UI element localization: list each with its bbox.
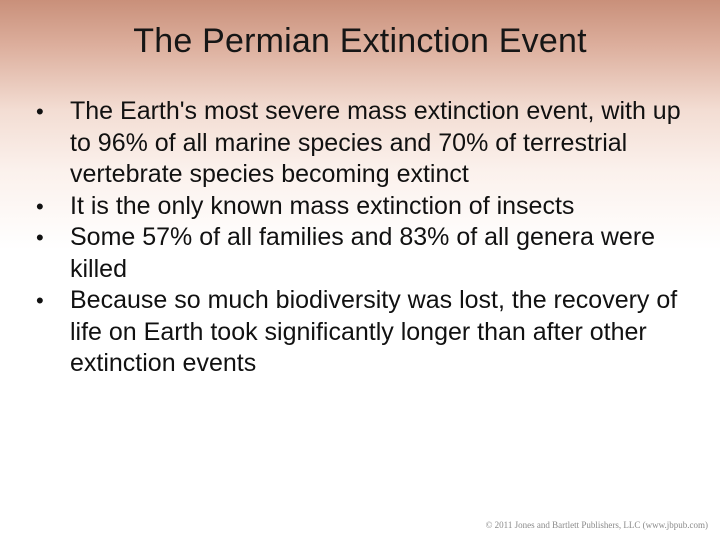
bullet-text: Some 57% of all families and 83% of all … <box>70 223 656 283</box>
bullet-text: The Earth's most severe mass extinction … <box>70 97 681 188</box>
bullet-dot: • <box>36 193 44 219</box>
bullet-text: It is the only known mass extinction of … <box>70 191 575 220</box>
bullet-text: Because so much biodiversity was lost, t… <box>70 286 678 377</box>
bullet-dot: • <box>36 99 44 124</box>
bullet-item: • Some 57% of all families and 83% of al… <box>36 222 708 285</box>
slide-title: The Permian Extinction Event <box>133 22 587 60</box>
copyright-footer: © 2011 Jones and Bartlett Publishers, LL… <box>485 520 708 530</box>
bullet-list: • The Earth's most severe mass extinctio… <box>36 96 708 380</box>
bullet-dot: • <box>36 225 44 250</box>
bullet-item: • The Earth's most severe mass extinctio… <box>36 96 708 191</box>
bullet-item: • Because so much biodiversity was lost,… <box>36 285 708 380</box>
bullet-item: • It is the only known mass extinction o… <box>36 191 708 223</box>
bullet-dot: • <box>36 288 44 313</box>
